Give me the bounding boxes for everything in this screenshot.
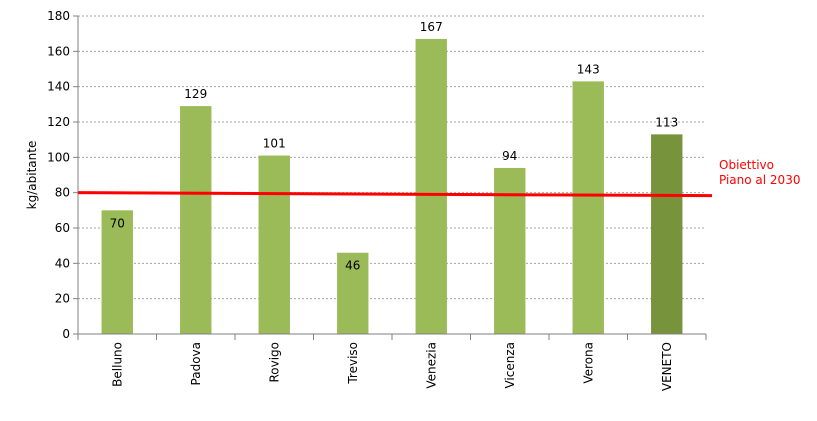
data-label: 101 xyxy=(263,137,286,151)
bar-padova xyxy=(180,106,212,334)
y-tick-label: 160 xyxy=(47,44,70,58)
y-tick-label: 140 xyxy=(47,80,70,94)
bar-belluno xyxy=(101,210,133,334)
x-tick-label: Padova xyxy=(189,342,203,385)
target-label: Obiettivo xyxy=(719,158,774,172)
target-label: Piano al 2030 xyxy=(719,173,800,187)
bar-verona xyxy=(572,81,604,334)
bar-vicenza xyxy=(494,167,526,334)
bar-venezia xyxy=(415,38,447,334)
target-line xyxy=(77,191,713,198)
bar-veneto xyxy=(651,134,683,334)
y-tick-label: 180 xyxy=(47,9,70,23)
x-tick-label: Belluno xyxy=(110,342,124,387)
data-label: 94 xyxy=(502,149,517,163)
y-tick-label: 120 xyxy=(47,115,70,129)
data-label: 113 xyxy=(655,115,678,129)
data-label: 129 xyxy=(184,87,207,101)
axes: 0 20 40 60 80 100 120 140 160 180 Belluno Padova Rov… xyxy=(47,9,707,391)
x-tick-label: VENETO xyxy=(660,342,674,391)
y-tick-label: 60 xyxy=(55,221,70,235)
data-labels: 70 129 101 46 167 94 143 113 xyxy=(110,20,679,273)
data-label: 167 xyxy=(420,20,443,34)
bar-rovigo xyxy=(258,155,290,334)
y-tick-label: 20 xyxy=(55,292,70,306)
x-tick-label: Rovigo xyxy=(267,342,281,383)
y-axis-title: kg/abitante xyxy=(25,141,39,210)
y-tick-label: 40 xyxy=(55,256,70,270)
bars xyxy=(101,38,683,334)
bar-treviso xyxy=(337,252,369,334)
data-label: 46 xyxy=(345,259,360,273)
y-tick-label: 0 xyxy=(62,327,70,341)
x-tick-label: Verona xyxy=(581,342,595,384)
x-tick-label: Treviso xyxy=(346,342,360,385)
x-tick-label: Vicenza xyxy=(503,342,517,389)
y-tick-label: 80 xyxy=(55,186,70,200)
data-label: 70 xyxy=(110,216,125,230)
gridlines xyxy=(78,15,706,300)
x-tick-label: Venezia xyxy=(424,342,438,389)
data-label: 143 xyxy=(577,62,600,76)
y-tick-label: 100 xyxy=(47,150,70,164)
